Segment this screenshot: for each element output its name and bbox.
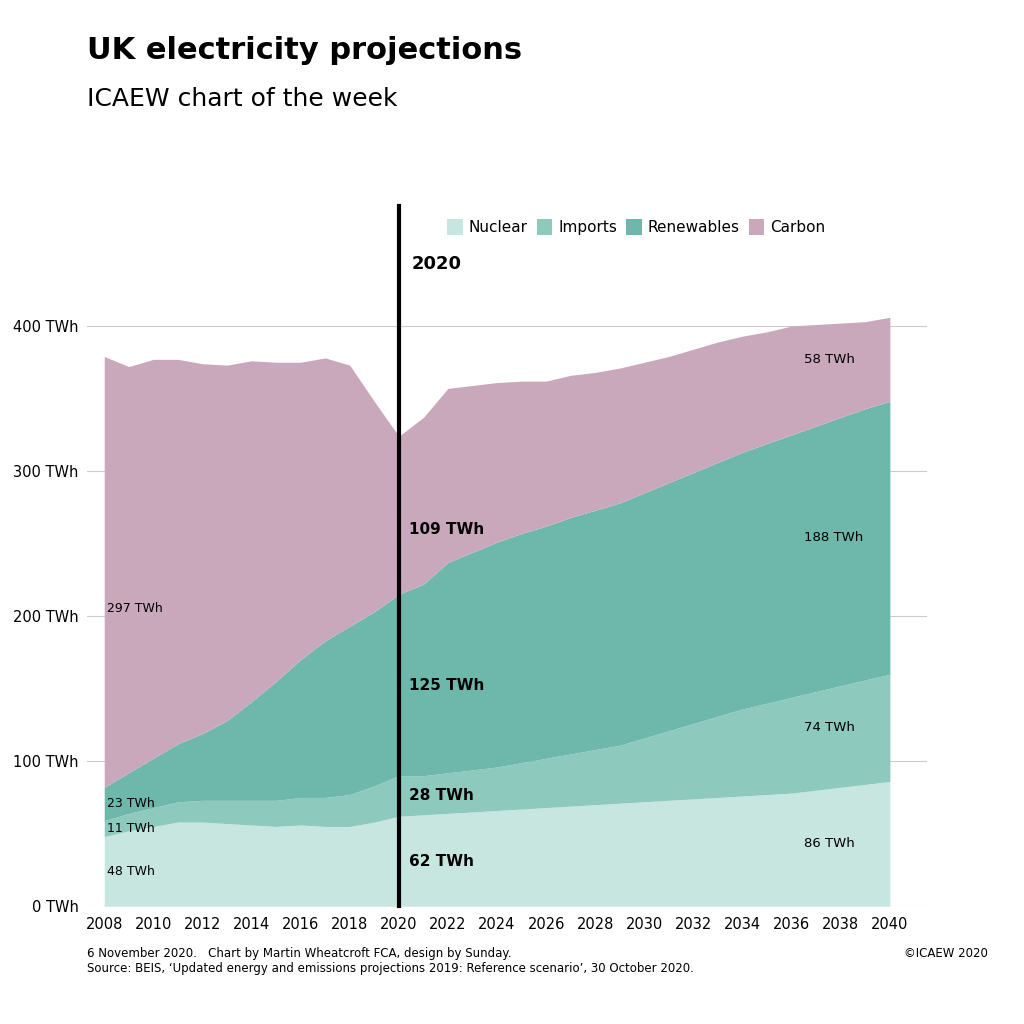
Text: 28 TWh: 28 TWh: [409, 788, 473, 804]
Legend: Nuclear, Imports, Renewables, Carbon: Nuclear, Imports, Renewables, Carbon: [447, 219, 825, 236]
Text: ©ICAEW 2020: ©ICAEW 2020: [904, 947, 988, 961]
Text: ICAEW chart of the week: ICAEW chart of the week: [87, 87, 397, 111]
Text: 23 TWh: 23 TWh: [106, 798, 155, 810]
Text: 74 TWh: 74 TWh: [804, 721, 855, 734]
Text: 297 TWh: 297 TWh: [106, 602, 163, 614]
Text: 11 TWh: 11 TWh: [106, 822, 155, 836]
Text: 48 TWh: 48 TWh: [106, 865, 155, 878]
Text: 188 TWh: 188 TWh: [804, 531, 863, 545]
Text: 86 TWh: 86 TWh: [804, 838, 855, 850]
Text: 2020: 2020: [411, 255, 461, 272]
Text: 6 November 2020.   Chart by Martin Wheatcroft FCA, design by Sunday.
Source: BEI: 6 November 2020. Chart by Martin Wheatcr…: [87, 947, 694, 975]
Text: UK electricity projections: UK electricity projections: [87, 36, 522, 65]
Text: 58 TWh: 58 TWh: [804, 353, 855, 366]
Text: 125 TWh: 125 TWh: [409, 678, 484, 692]
Text: 109 TWh: 109 TWh: [409, 522, 484, 538]
Text: 62 TWh: 62 TWh: [409, 854, 474, 868]
